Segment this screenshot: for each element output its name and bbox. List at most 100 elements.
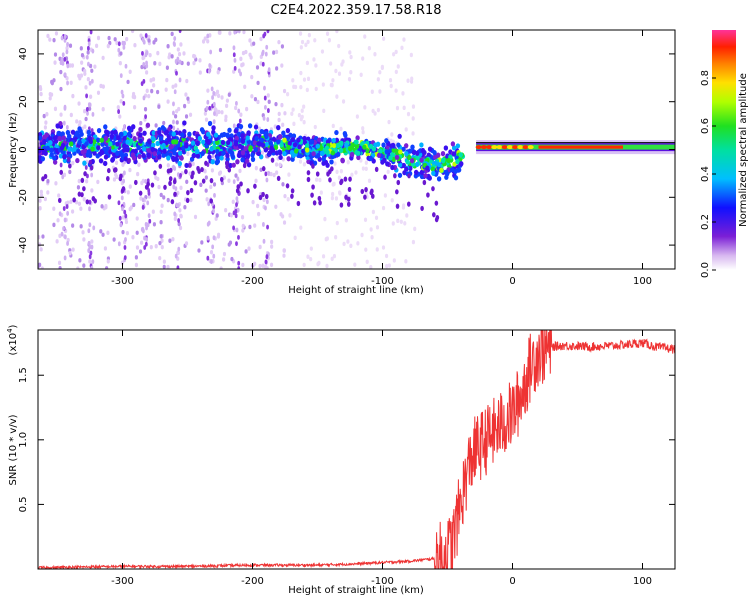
noise-cell	[206, 33, 210, 39]
noise-cell	[70, 63, 75, 68]
spectral-cell	[184, 169, 188, 175]
noise-cell	[38, 198, 42, 203]
noise-cell	[327, 38, 332, 43]
noise-cell	[361, 126, 365, 131]
spectral-cell	[368, 155, 373, 161]
noise-cell	[212, 253, 216, 259]
noise-cell	[178, 208, 182, 213]
noise-cell	[117, 241, 121, 247]
noise-cell	[158, 255, 162, 261]
noise-cell	[157, 104, 161, 109]
spectral-cell	[405, 159, 410, 165]
noise-cell	[405, 213, 409, 218]
noise-cell	[65, 49, 69, 55]
noise-cell	[178, 30, 182, 34]
noise-cell	[39, 247, 43, 252]
noise-cell	[145, 70, 149, 75]
noise-cell	[280, 63, 284, 68]
noise-cell	[394, 49, 398, 55]
noise-cell	[305, 60, 309, 66]
noise-cell	[177, 218, 181, 223]
noise-cell	[330, 195, 334, 201]
spectral-cell	[383, 174, 387, 180]
spectral-cell	[245, 158, 250, 164]
noise-cell	[297, 113, 301, 118]
spectral-cell	[233, 128, 239, 134]
noise-cell	[265, 266, 269, 269]
noise-cell	[256, 80, 260, 86]
noise-cell	[302, 120, 306, 125]
spectral-cell	[163, 184, 167, 190]
noise-cell	[162, 120, 166, 126]
spectral-cell	[52, 155, 57, 161]
snr-xtick-label: 100	[633, 576, 652, 587]
noise-cell	[170, 54, 174, 59]
spectral-cell	[225, 163, 229, 170]
noise-cell	[139, 33, 143, 38]
spectral-cell	[209, 198, 214, 204]
noise-cell	[370, 235, 374, 240]
noise-cell	[88, 206, 91, 212]
noise-cell	[283, 193, 287, 199]
spectral-cell	[339, 140, 344, 146]
noise-cell	[69, 199, 73, 204]
noise-cell	[170, 31, 174, 37]
noise-cell	[80, 53, 85, 58]
noise-cell	[193, 214, 198, 220]
noise-cell	[359, 72, 363, 78]
noise-cell	[340, 62, 344, 67]
noise-cell	[210, 168, 214, 173]
noise-cell	[224, 208, 228, 213]
noise-cell	[63, 234, 67, 240]
noise-cell	[148, 218, 152, 224]
spectral-cell	[185, 197, 190, 203]
noise-cell	[63, 217, 67, 223]
noise-cell	[59, 69, 63, 75]
noise-cell	[281, 182, 285, 187]
noise-cell	[61, 52, 65, 58]
noise-cell	[363, 217, 368, 223]
noise-cell	[142, 62, 146, 67]
noise-cell	[244, 249, 248, 254]
noise-cell	[172, 41, 176, 46]
noise-cell	[80, 60, 84, 65]
noise-cell	[266, 93, 270, 98]
noise-cell	[387, 263, 391, 268]
spectral-cell	[426, 192, 430, 198]
noise-cell	[233, 66, 237, 71]
spectral-cell	[80, 177, 85, 183]
noise-cell	[118, 215, 122, 221]
spectral-cell	[209, 178, 214, 184]
noise-cell	[213, 192, 216, 198]
noise-cell	[119, 73, 123, 79]
noise-cell	[56, 218, 60, 223]
spectral-cell	[132, 136, 137, 142]
noise-cell	[322, 108, 326, 114]
noise-cell	[96, 179, 100, 185]
noise-cell	[88, 222, 92, 228]
noise-cell	[281, 214, 285, 219]
spectral-cell	[231, 162, 236, 168]
noise-cell	[214, 216, 218, 221]
noise-cell	[282, 248, 286, 253]
noise-cell	[262, 115, 266, 121]
spectral-cell	[227, 127, 232, 133]
noise-cell	[203, 111, 207, 116]
spectral-cell	[72, 197, 76, 203]
noise-cell	[234, 173, 238, 178]
noise-cell	[48, 96, 52, 101]
spectral-cell	[394, 154, 400, 160]
noise-cell	[282, 220, 287, 225]
noise-cell	[392, 52, 396, 57]
spectral-cell	[449, 167, 455, 173]
spectral-cell	[121, 143, 127, 149]
noise-cell	[128, 167, 132, 173]
noise-cell	[205, 197, 209, 202]
spectral-cell	[407, 154, 412, 161]
noise-cell	[212, 90, 216, 96]
noise-cell	[130, 30, 135, 34]
noise-cell	[138, 249, 143, 254]
spectral-cell	[290, 136, 296, 143]
noise-cell	[86, 45, 90, 51]
noise-cell	[266, 117, 270, 122]
